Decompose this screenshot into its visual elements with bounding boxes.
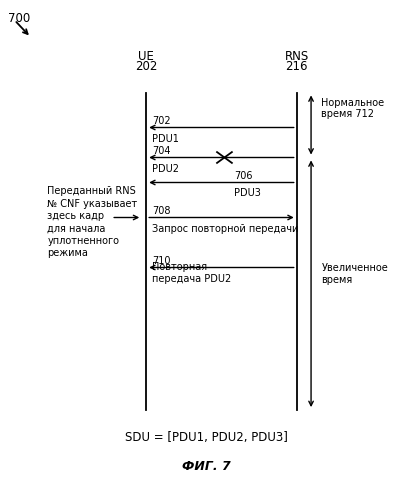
Text: 704: 704 bbox=[152, 146, 171, 156]
Text: RNS: RNS bbox=[285, 50, 309, 62]
Text: Запрос повторной передачи: Запрос повторной передачи bbox=[152, 224, 299, 234]
Text: Повторная
передача PDU2: Повторная передача PDU2 bbox=[152, 262, 232, 284]
Text: 708: 708 bbox=[152, 206, 171, 216]
Text: 202: 202 bbox=[135, 60, 157, 72]
Text: Нормальное
время 712: Нормальное время 712 bbox=[321, 98, 384, 119]
Text: Переданный RNS
№ CNF указывает
здесь кадр
для начала
уплотненного
режима: Переданный RNS № CNF указывает здесь кад… bbox=[47, 186, 138, 258]
Text: ФИГ. 7: ФИГ. 7 bbox=[182, 460, 230, 472]
Text: PDU3: PDU3 bbox=[234, 188, 261, 198]
Text: 216: 216 bbox=[286, 60, 308, 72]
Text: PDU2: PDU2 bbox=[152, 164, 180, 174]
Text: SDU = [PDU1, PDU2, PDU3]: SDU = [PDU1, PDU2, PDU3] bbox=[124, 431, 288, 444]
Text: 710: 710 bbox=[152, 256, 171, 266]
Text: 702: 702 bbox=[152, 116, 171, 126]
Text: PDU1: PDU1 bbox=[152, 134, 179, 144]
Text: 700: 700 bbox=[8, 12, 30, 26]
Text: UE: UE bbox=[138, 50, 154, 62]
Text: Увеличенное
время: Увеличенное время bbox=[321, 263, 388, 284]
Text: 706: 706 bbox=[234, 171, 252, 181]
